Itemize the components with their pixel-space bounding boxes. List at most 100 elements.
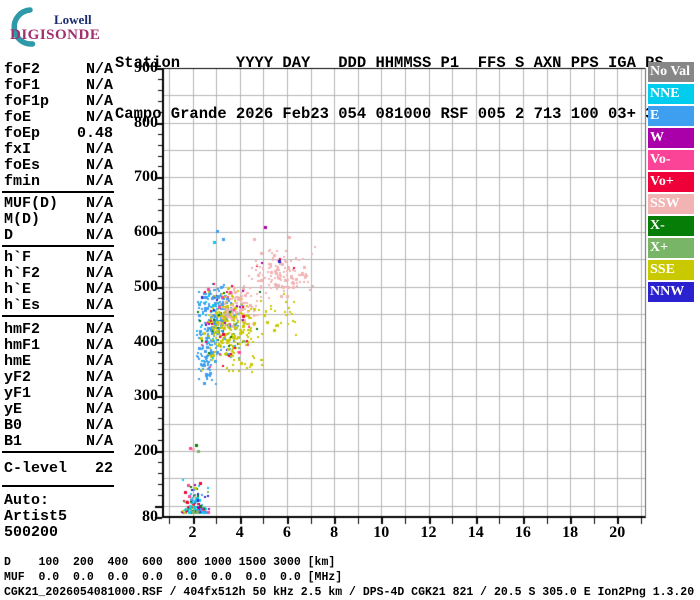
legend-item-nnw: NNW xyxy=(648,282,694,302)
parameter-label: foF2 xyxy=(4,61,41,78)
parameter-label: fxI xyxy=(4,141,32,158)
parameter-value: N/A xyxy=(85,281,113,298)
parameter-row-b1: B1 N/A xyxy=(4,434,113,450)
parameter-row-fof1: foF1 N/A xyxy=(4,78,113,94)
parameter-value: N/A xyxy=(85,369,113,386)
legend-item-e: E xyxy=(648,106,694,126)
parameter-value: 22 xyxy=(94,460,113,477)
legend-item-noval: No Val xyxy=(648,62,694,82)
x-axis-tick-label: 6 xyxy=(282,524,291,541)
x-axis-tick-label: 4 xyxy=(235,524,244,541)
parameter-row-yf2: yF2 N/A xyxy=(4,370,113,386)
parameter-row-fof1p: foF1p N/A xyxy=(4,94,113,110)
parameter-label: MUF(D) xyxy=(4,195,59,212)
parameter-label: M(D) xyxy=(4,211,41,228)
logo-text-lowell: Lowell xyxy=(54,12,92,27)
x-axis-tick-label: 8 xyxy=(330,524,339,541)
parameter-label: h`E xyxy=(4,281,32,298)
header-column-titles: Station YYYY DAY DDD HHMMSS P1 FFS S AXN… xyxy=(115,54,664,72)
parameter-row-hmf2: hmF2 N/A xyxy=(4,322,113,338)
parameter-value: N/A xyxy=(85,265,113,282)
d-distance-row: D 100 200 400 600 800 1000 1500 3000 [km… xyxy=(4,556,336,569)
parameter-row-foep: foEp 0.48 xyxy=(4,126,113,142)
parameter-label: B0 xyxy=(4,417,23,434)
parameter-row-fof2: foF2 N/A xyxy=(4,62,113,78)
y-axis-tick-label: 800 xyxy=(134,113,158,131)
logo-arc-icon xyxy=(11,7,36,47)
muf-values-row: MUF 0.0 0.0 0.0 0.0 0.0 0.0 0.0 0.0 [MHz… xyxy=(4,571,343,584)
y-axis-tick-label: 200 xyxy=(134,441,158,459)
header-block: Station YYYY DAY DDD HHMMSS P1 FFS S AXN… xyxy=(115,21,664,140)
parameter-row-md: M(D) N/A xyxy=(4,212,113,228)
panel-separator xyxy=(2,245,114,247)
legend-item-sse: SSE xyxy=(648,260,694,280)
parameter-value: N/A xyxy=(85,195,113,212)
legend-item-vo-: Vo- xyxy=(648,150,694,170)
parameter-value: N/A xyxy=(85,93,113,110)
x-axis-tick-label: 20 xyxy=(609,524,626,541)
x-axis-tick-label: 2 xyxy=(188,524,197,541)
parameter-row-artist5: Artist5 xyxy=(4,509,113,525)
parameter-value: N/A xyxy=(85,321,113,338)
parameter-label: D xyxy=(4,227,14,244)
y-axis-tick-label: 600 xyxy=(134,223,158,241)
parameter-label: 500200 xyxy=(4,524,59,541)
y-axis-tick-label: 700 xyxy=(134,168,158,186)
parameter-row-foes: foEs N/A xyxy=(4,158,113,174)
parameter-row-clevel: C-level 22 xyxy=(4,461,113,477)
doppler-direction-legend: No Val NNE E W Vo- Vo+ SSW X- X+ SSE NNW xyxy=(648,62,694,304)
parameter-value: N/A xyxy=(85,249,113,266)
parameter-label: foF1p xyxy=(4,93,50,110)
legend-item-vo+: Vo+ xyxy=(648,172,694,192)
parameter-label: foF1 xyxy=(4,77,41,94)
parameter-row-mufd: MUF(D) N/A xyxy=(4,196,113,212)
parameter-row-b0: B0 N/A xyxy=(4,418,113,434)
parameter-row-fmin: fmin N/A xyxy=(4,174,113,190)
parameter-label: h`F xyxy=(4,249,32,266)
logo-text-digisonde: DIGISONDE xyxy=(10,27,101,43)
file-info-footer: CGK21_2026054081000.RSF / 404fx512h 50 k… xyxy=(4,586,695,599)
parameter-value: N/A xyxy=(85,211,113,228)
x-axis-tick-label: 14 xyxy=(467,524,484,541)
parameter-row-hme: hmE N/A xyxy=(4,354,113,370)
parameter-label: hmF2 xyxy=(4,321,41,338)
parameter-row-foe: foE N/A xyxy=(4,110,113,126)
parameter-label: B1 xyxy=(4,433,23,450)
legend-item-nne: NNE xyxy=(648,84,694,104)
parameter-label: h`F2 xyxy=(4,265,41,282)
x-axis-tick-label: 18 xyxy=(562,524,579,541)
lowell-digisonde-logo: Lowell DIGISONDE xyxy=(2,6,112,50)
parameter-row-hf2: h`F2 N/A xyxy=(4,266,113,282)
parameter-label: Artist5 xyxy=(4,508,68,525)
panel-separator xyxy=(2,451,114,453)
parameter-label: C-level xyxy=(4,460,68,477)
parameter-value: N/A xyxy=(85,401,113,418)
legend-item-x-: X- xyxy=(648,216,694,236)
parameter-row-hmf1: hmF1 N/A xyxy=(4,338,113,354)
parameter-value: N/A xyxy=(85,141,113,158)
parameter-value: N/A xyxy=(85,109,113,126)
parameter-value: N/A xyxy=(85,297,113,314)
parameter-label: foEp xyxy=(4,125,41,142)
parameter-value: 0.48 xyxy=(76,125,113,142)
parameter-value: N/A xyxy=(85,173,113,190)
parameter-row-hf: h`F N/A xyxy=(4,250,113,266)
y-axis-tick-label: 400 xyxy=(134,332,158,350)
parameter-value: N/A xyxy=(85,433,113,450)
y-axis-tick-label: 500 xyxy=(134,277,158,295)
legend-item-x+: X+ xyxy=(648,238,694,258)
header-values: Campo Grande 2026 Feb23 054 081000 RSF 0… xyxy=(115,105,664,123)
parameter-value: N/A xyxy=(85,353,113,370)
panel-separator xyxy=(2,191,114,193)
parameter-row-hes: h`Es N/A xyxy=(4,298,113,314)
parameter-row-500200: 500200 xyxy=(4,525,113,541)
y-axis-tick-label: 900 xyxy=(134,59,158,76)
parameter-value: N/A xyxy=(85,417,113,434)
parameter-value: N/A xyxy=(85,337,113,354)
parameter-value: N/A xyxy=(85,227,113,244)
parameter-row-ye: yE N/A xyxy=(4,402,113,418)
parameter-label: yF1 xyxy=(4,385,32,402)
parameter-label: yE xyxy=(4,401,23,418)
y-axis-tick-label: 300 xyxy=(134,387,158,405)
